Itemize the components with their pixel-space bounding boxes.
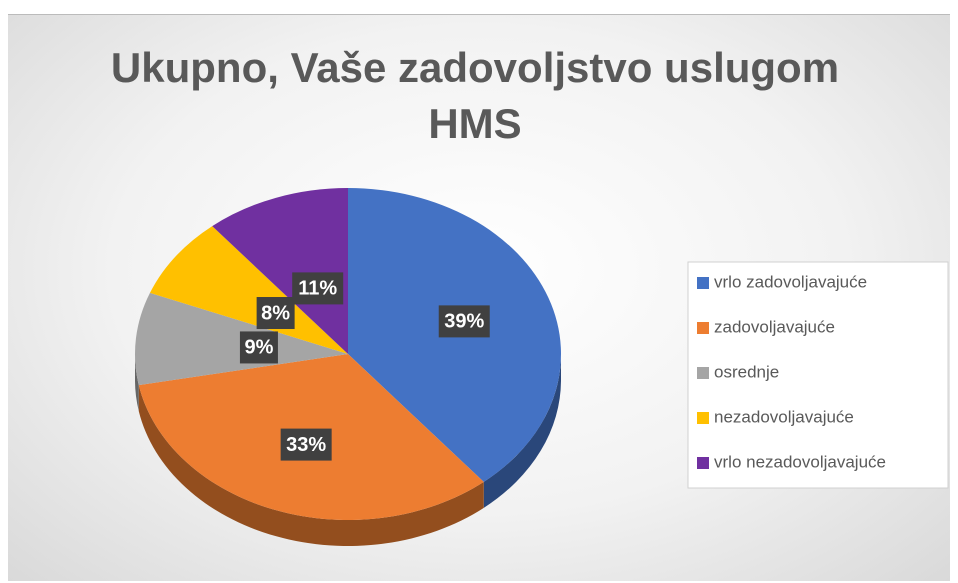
pie-slice [212, 188, 348, 354]
data-label: 9% [244, 337, 273, 359]
legend-label: osrednje [714, 362, 779, 381]
pie-slice [149, 226, 348, 354]
legend-swatch [697, 367, 709, 379]
pie-side [138, 385, 484, 546]
data-label: 8% [261, 302, 290, 324]
data-label-box [292, 272, 344, 305]
pie-side [135, 354, 139, 412]
data-label-box [280, 428, 332, 461]
pie-side [483, 354, 561, 508]
legend-label: vrlo nezadovoljavajuće [714, 452, 886, 471]
data-label: 39% [444, 311, 484, 333]
legend-label: vrlo zadovoljavajuće [714, 272, 867, 291]
data-label-box [239, 331, 278, 364]
legend-label: nezadovoljavajuće [714, 407, 854, 426]
legend-swatch [697, 322, 709, 334]
legend-box [687, 261, 949, 489]
legend-swatch [697, 277, 709, 289]
data-label-box [438, 305, 490, 338]
chart-title: Ukupno, Vaše zadovoljstvo uslugom HMS [110, 44, 840, 147]
legend-swatch [697, 457, 709, 469]
legend-label: zadovoljavajuće [714, 317, 835, 336]
data-label: 11% [298, 278, 337, 300]
data-label-box [256, 297, 295, 330]
data-label: 33% [286, 434, 326, 456]
legend-swatch [697, 412, 709, 424]
